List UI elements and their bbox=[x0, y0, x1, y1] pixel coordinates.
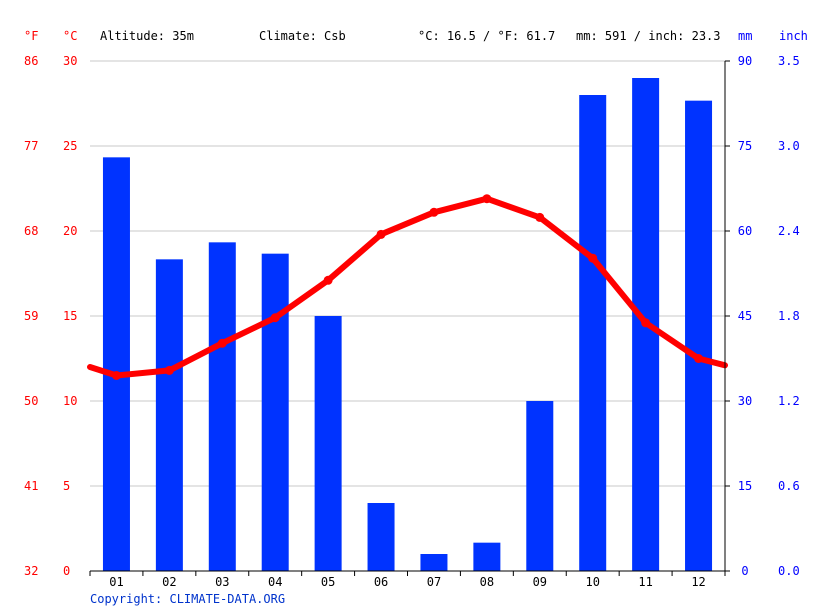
precipitation-bar bbox=[261, 253, 289, 571]
millimeter-tick-label: 30 bbox=[738, 394, 752, 408]
month-tick-label: 02 bbox=[162, 575, 176, 589]
tick-labels: 32 0 0 0.0 41 5 15 0.6 50 10 30 1.2 59 15 45 1.8 68 20 60 2… bbox=[24, 54, 800, 589]
average-temperature-label: °C: 16.5 / °F: 61.7 bbox=[418, 29, 555, 43]
temperature-point bbox=[535, 212, 545, 222]
temperature-point bbox=[641, 318, 651, 328]
temperature-line-path bbox=[87, 195, 728, 379]
precipitation-bar bbox=[685, 100, 713, 572]
month-tick-label: 12 bbox=[691, 575, 705, 589]
temperature-point bbox=[270, 313, 280, 323]
precipitation-bar bbox=[208, 242, 236, 572]
precipitation-bar bbox=[314, 316, 342, 571]
celsius-tick-label: 30 bbox=[63, 54, 77, 68]
precipitation-bar bbox=[420, 554, 448, 571]
month-tick-label: 05 bbox=[321, 575, 335, 589]
month-tick-label: 11 bbox=[638, 575, 652, 589]
celsius-tick-label: 15 bbox=[63, 309, 77, 323]
inch-unit-label: inch bbox=[779, 29, 808, 43]
millimeter-tick-label: 90 bbox=[738, 54, 752, 68]
month-tick-label: 08 bbox=[480, 575, 494, 589]
copyright-link[interactable]: Copyright: CLIMATE-DATA.ORG bbox=[90, 592, 285, 606]
month-tick-label: 03 bbox=[215, 575, 229, 589]
fahrenheit-tick-label: 77 bbox=[24, 139, 38, 153]
temperature-point bbox=[429, 207, 439, 217]
month-tick-label: 07 bbox=[427, 575, 441, 589]
celsius-unit-label: °C bbox=[63, 29, 77, 43]
precipitation-bar bbox=[473, 542, 501, 571]
inch-tick-label: 1.2 bbox=[778, 394, 800, 408]
millimeter-tick-label: 0 bbox=[741, 564, 748, 578]
temperature-point bbox=[694, 354, 704, 363]
celsius-tick-label: 0 bbox=[63, 564, 70, 578]
precipitation-bars bbox=[102, 78, 713, 572]
temperature-point bbox=[482, 194, 492, 204]
temperature-point bbox=[217, 338, 227, 348]
inch-tick-label: 1.8 bbox=[778, 309, 800, 323]
month-tick-label: 01 bbox=[109, 575, 123, 589]
inch-tick-label: 3.5 bbox=[778, 54, 800, 68]
inch-tick-label: 3.0 bbox=[778, 139, 800, 153]
fahrenheit-tick-label: 50 bbox=[24, 394, 38, 408]
temperature-point bbox=[164, 365, 174, 375]
precipitation-bar bbox=[367, 503, 395, 571]
fahrenheit-unit-label: °F bbox=[24, 29, 38, 43]
millimeter-tick-label: 60 bbox=[738, 224, 752, 238]
altitude-label: Altitude: 35m bbox=[100, 29, 194, 43]
temperature-point bbox=[111, 371, 121, 380]
millimeter-tick-label: 15 bbox=[738, 479, 752, 493]
axes bbox=[89, 60, 730, 576]
fahrenheit-tick-label: 68 bbox=[24, 224, 38, 238]
millimeter-tick-label: 45 bbox=[738, 309, 752, 323]
precipitation-bar bbox=[526, 401, 554, 571]
fahrenheit-tick-label: 32 bbox=[24, 564, 38, 578]
climate-label: Climate: Csb bbox=[259, 29, 346, 43]
month-tick-label: 10 bbox=[585, 575, 599, 589]
month-tick-label: 04 bbox=[268, 575, 282, 589]
precipitation-bar bbox=[155, 259, 183, 571]
inch-tick-label: 0.0 bbox=[778, 564, 800, 578]
millimeter-tick-label: 75 bbox=[738, 139, 752, 153]
inch-tick-label: 2.4 bbox=[778, 224, 800, 238]
temperature-point bbox=[323, 275, 333, 285]
temperature-line bbox=[87, 194, 728, 380]
total-precipitation-label: mm: 591 / inch: 23.3 bbox=[576, 29, 721, 43]
gridlines bbox=[90, 60, 725, 487]
precipitation-bar bbox=[102, 157, 130, 572]
month-tick-label: 06 bbox=[374, 575, 388, 589]
temperature-point bbox=[588, 253, 598, 263]
fahrenheit-tick-label: 59 bbox=[24, 309, 38, 323]
fahrenheit-tick-label: 86 bbox=[24, 54, 38, 68]
inch-tick-label: 0.6 bbox=[778, 479, 800, 493]
celsius-tick-label: 10 bbox=[63, 394, 77, 408]
precipitation-bar bbox=[579, 95, 607, 571]
millimeter-unit-label: mm bbox=[738, 29, 752, 43]
celsius-tick-label: 20 bbox=[63, 224, 77, 238]
celsius-tick-label: 25 bbox=[63, 139, 77, 153]
month-tick-label: 09 bbox=[533, 575, 547, 589]
temperature-point bbox=[376, 229, 386, 239]
celsius-tick-label: 5 bbox=[63, 479, 70, 493]
fahrenheit-tick-label: 41 bbox=[24, 479, 38, 493]
